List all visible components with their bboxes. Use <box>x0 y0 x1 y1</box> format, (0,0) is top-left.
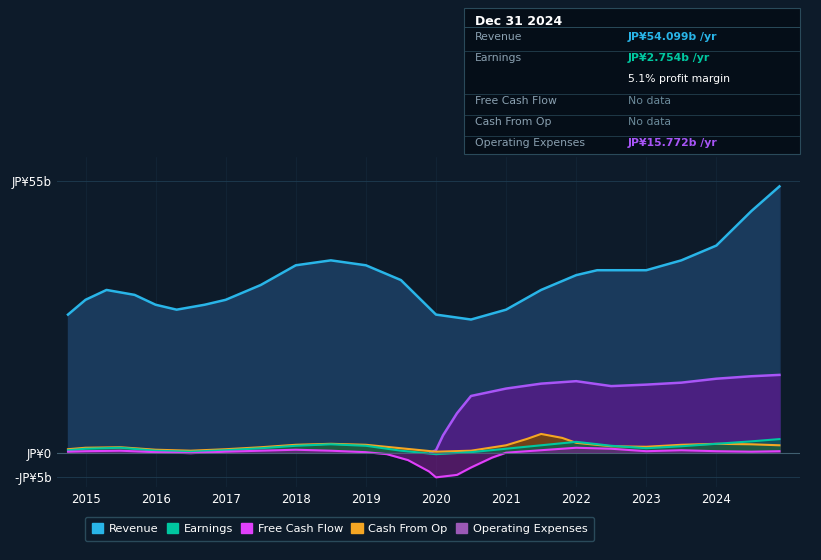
Text: No data: No data <box>628 117 671 127</box>
Text: JP¥15.772b /yr: JP¥15.772b /yr <box>628 138 718 148</box>
Text: No data: No data <box>628 96 671 106</box>
Legend: Revenue, Earnings, Free Cash Flow, Cash From Op, Operating Expenses: Revenue, Earnings, Free Cash Flow, Cash … <box>85 517 594 541</box>
Text: Free Cash Flow: Free Cash Flow <box>475 96 557 106</box>
Text: Revenue: Revenue <box>475 32 522 42</box>
Text: Dec 31 2024: Dec 31 2024 <box>475 15 562 28</box>
Text: Cash From Op: Cash From Op <box>475 117 551 127</box>
Text: JP¥2.754b /yr: JP¥2.754b /yr <box>628 53 710 63</box>
Text: Operating Expenses: Operating Expenses <box>475 138 585 148</box>
Text: 5.1% profit margin: 5.1% profit margin <box>628 74 730 85</box>
Text: Earnings: Earnings <box>475 53 521 63</box>
Text: JP¥54.099b /yr: JP¥54.099b /yr <box>628 32 718 42</box>
